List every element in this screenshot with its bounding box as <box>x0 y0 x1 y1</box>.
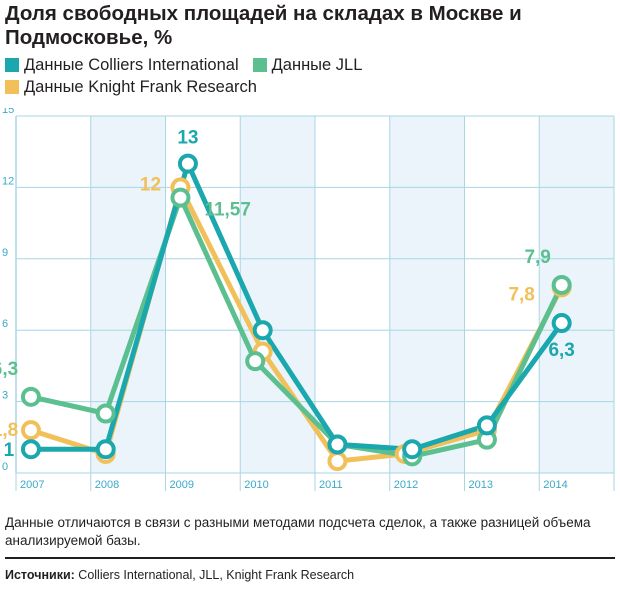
sources-text: Colliers International, JLL, Knight Fran… <box>74 568 355 582</box>
legend-swatch-knight-frank <box>5 80 19 94</box>
data-point-colliers <box>252 320 273 341</box>
y-tick-label: 15 <box>2 108 14 116</box>
sources-label: Источники: <box>5 568 75 582</box>
data-point-jll <box>170 187 191 208</box>
x-tick-label: 2013 <box>469 479 493 491</box>
data-point-jll <box>20 386 41 407</box>
x-tick-label: 2011 <box>319 479 343 491</box>
x-tick-label: 2014 <box>543 479 567 491</box>
data-point-knight-frank <box>20 420 41 441</box>
data-label-knight-frank: 1,8 <box>0 420 18 441</box>
data-label-jll: 6,3 <box>0 359 18 380</box>
data-label-colliers: 1 <box>4 440 15 461</box>
data-point-jll <box>551 274 572 295</box>
series-line-jll <box>28 195 565 459</box>
chart-title: Доля свободных площадей на складах в Мос… <box>5 2 522 49</box>
divider <box>5 557 615 559</box>
grid-band-2010 <box>240 116 315 473</box>
grid-band-2012 <box>389 116 465 473</box>
legend-item-colliers: Данные Colliers International <box>5 54 239 76</box>
data-point-jll <box>245 351 266 372</box>
data-label-jll: 11,57 <box>204 200 251 221</box>
sources: Источники: Colliers International, JLL, … <box>5 566 615 584</box>
line-chart: 0 3 6 9 12 15 2007 2008 2009 2010 2011 2012 2013 2014… <box>0 108 615 491</box>
legend-item-jll: Данные JLL <box>252 54 363 76</box>
data-point-colliers <box>402 439 423 460</box>
y-tick-label: 6 <box>2 318 8 330</box>
data-point-colliers <box>476 415 497 436</box>
data-label-knight-frank: 12 <box>140 174 161 195</box>
x-tick-label: 2010 <box>244 479 268 491</box>
legend-label-colliers: Данные Colliers International <box>24 56 239 74</box>
data-point-colliers <box>20 439 41 460</box>
data-label-colliers: 13 <box>177 128 198 149</box>
legend-swatch-jll <box>252 58 267 72</box>
y-tick-label: 12 <box>2 175 14 187</box>
grid-band-2014 <box>539 116 614 473</box>
legend-item-knight-frank: Данные Knight Frank Research <box>5 76 257 98</box>
legend-label-knight-frank: Данные Knight Frank Research <box>24 78 257 96</box>
data-point-knight-frank <box>327 451 348 472</box>
x-tick-label: 2007 <box>20 479 44 491</box>
y-tick-label: 3 <box>2 390 8 402</box>
chart-note: Данные отличаются в связи с разными мето… <box>5 515 591 548</box>
legend: Данные Colliers International Данные JLL… <box>5 54 605 98</box>
data-point-colliers <box>177 153 198 174</box>
legend-label-jll: Данные JLL <box>271 56 363 74</box>
legend-swatch-colliers <box>5 58 19 72</box>
data-label-knight-frank: 7,8 <box>508 284 534 305</box>
data-point-jll <box>95 403 116 424</box>
series-line-colliers <box>28 161 565 452</box>
y-tick-label: 9 <box>2 247 8 259</box>
data-point-colliers <box>327 434 348 455</box>
data-point-colliers <box>551 313 572 334</box>
y-tick-label: 0 <box>2 461 8 473</box>
x-tick-label: 2008 <box>95 479 119 491</box>
x-tick-label: 2009 <box>170 479 194 491</box>
data-label-jll: 7,9 <box>524 247 550 268</box>
data-label-colliers: 6,3 <box>548 340 574 361</box>
x-tick-label: 2012 <box>394 479 418 491</box>
data-point-colliers <box>95 439 116 460</box>
